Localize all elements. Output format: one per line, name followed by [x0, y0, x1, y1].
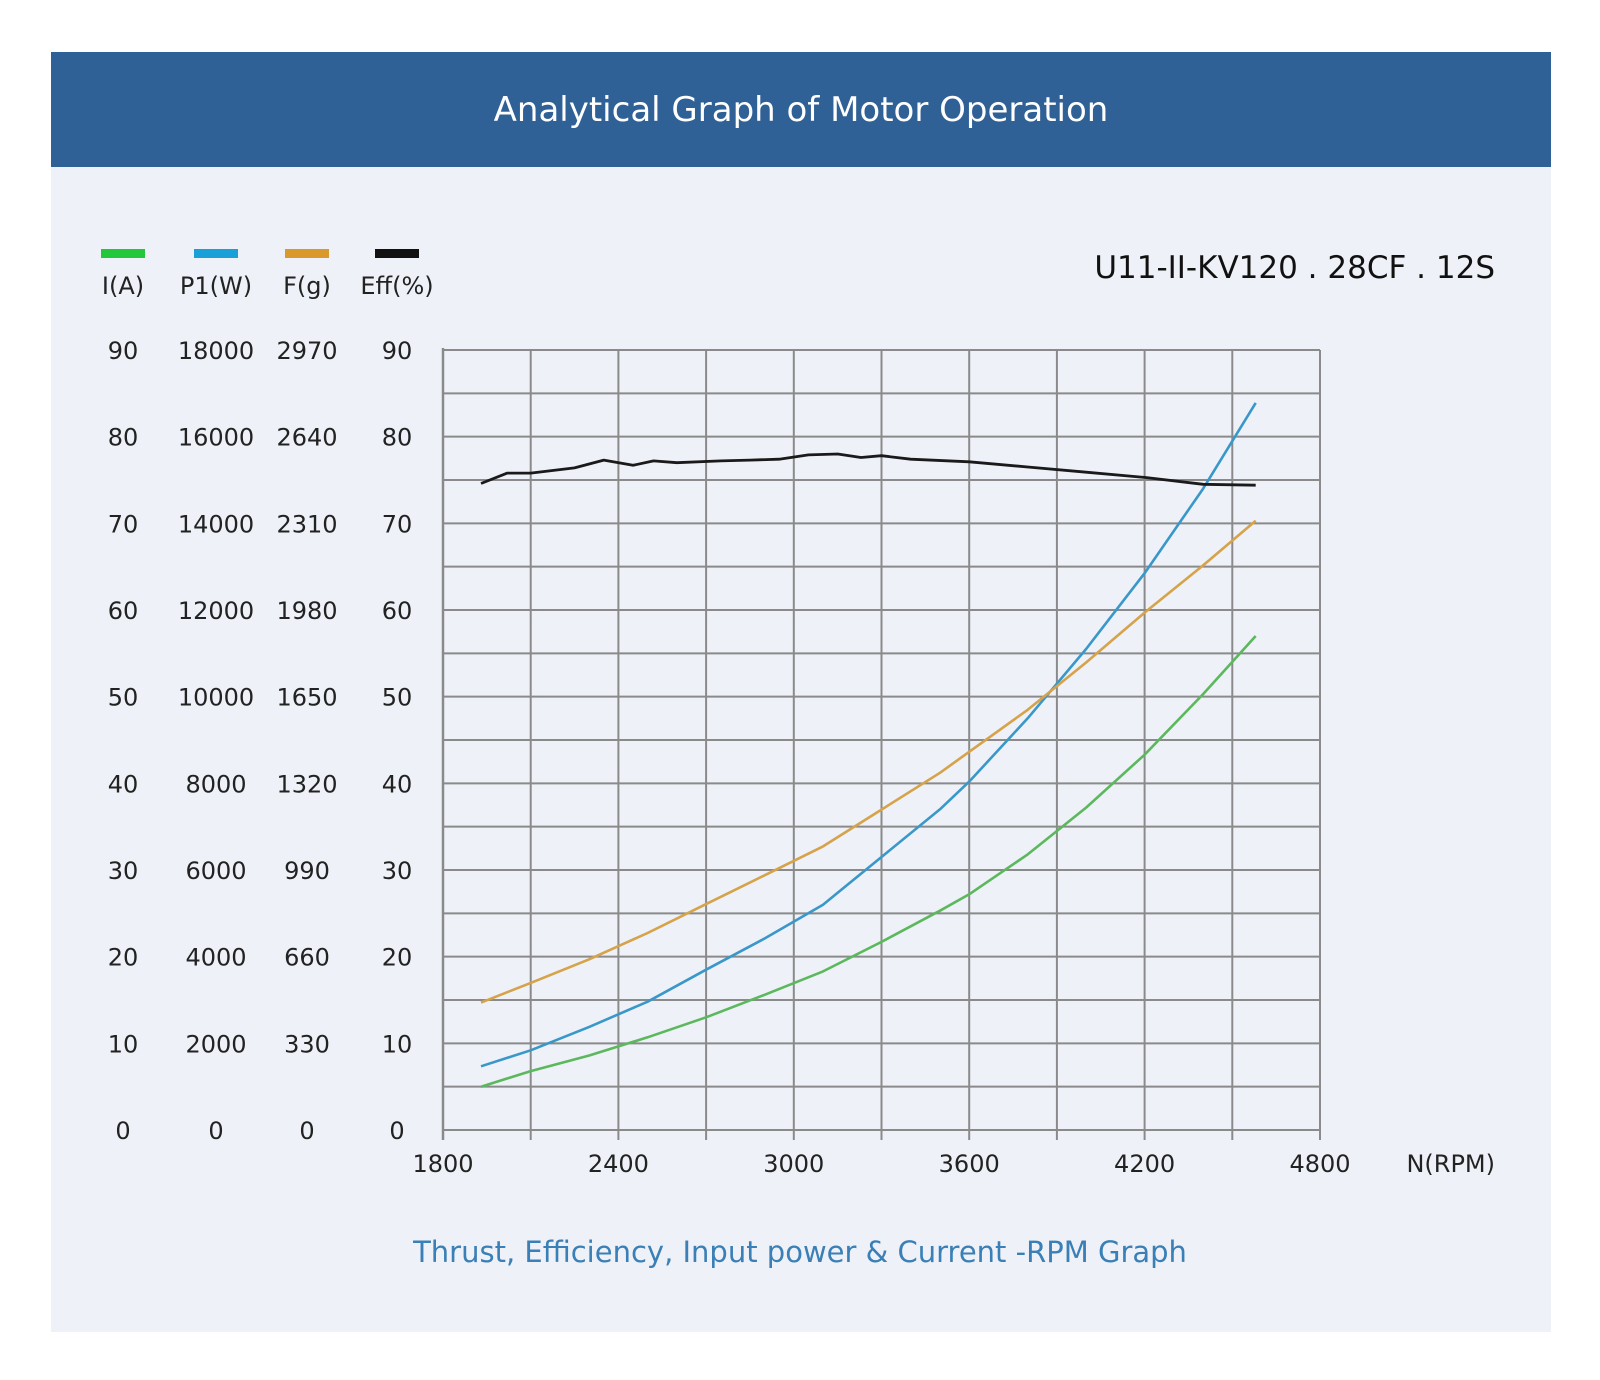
y-tick-label: 60 — [382, 597, 413, 625]
y-tick-label: 40 — [108, 770, 139, 798]
series-line — [480, 519, 1257, 1004]
page-title: Analytical Graph of Motor Operation — [51, 52, 1551, 167]
y-tick-label: 40 — [382, 770, 413, 798]
legend-swatch — [101, 249, 145, 258]
y-tick-label: 2970 — [276, 337, 337, 365]
y-tick-label: 14000 — [178, 510, 254, 538]
y-tick-label: 10 — [382, 1030, 413, 1058]
grid — [441, 348, 1321, 1140]
y-tick-label: 2310 — [276, 510, 337, 538]
chart-panel — [51, 52, 1551, 1332]
legend-label: I(A) — [102, 272, 144, 300]
y-tick-label: 660 — [284, 944, 330, 972]
x-tick-label: 4800 — [1289, 1150, 1350, 1178]
y-tick-label: 1980 — [276, 597, 337, 625]
y-tick-label: 6000 — [185, 857, 246, 885]
y-tick-label: 60 — [108, 597, 139, 625]
y-tick-label: 2000 — [185, 1030, 246, 1058]
y-tick-label: 2640 — [276, 424, 337, 452]
y-tick-label: 12000 — [178, 597, 254, 625]
x-tick-label: 2400 — [588, 1150, 649, 1178]
legend-swatch — [375, 249, 419, 258]
y-tick-label: 70 — [108, 510, 139, 538]
x-tick-label: 3600 — [939, 1150, 1000, 1178]
x-tick-label: 4200 — [1114, 1150, 1175, 1178]
y-tick-label: 10 — [108, 1030, 139, 1058]
y-tick-label: 8000 — [185, 770, 246, 798]
y-tick-label: 80 — [382, 424, 413, 452]
y-tick-label: 0 — [208, 1117, 223, 1145]
legend-swatch — [285, 249, 329, 258]
y-tick-label: 0 — [299, 1117, 314, 1145]
y-tick-label: 50 — [382, 684, 413, 712]
y-tick-label: 10000 — [178, 684, 254, 712]
y-tick-label: 80 — [108, 424, 139, 452]
y-tick-label: 20 — [382, 944, 413, 972]
series-layer — [480, 402, 1257, 1088]
y-tick-label: 20 — [108, 944, 139, 972]
legend: I(A) P1(W) F(g) Eff(%) — [101, 249, 434, 300]
x-tick-label: 3000 — [763, 1150, 824, 1178]
legend-label: P1(W) — [180, 272, 252, 300]
series-line — [480, 452, 1256, 487]
legend-label: Eff(%) — [360, 272, 433, 300]
legend-swatch — [194, 249, 238, 258]
y-tick-label: 0 — [115, 1117, 130, 1145]
y-tick-label: 1650 — [276, 684, 337, 712]
y-tick-label: 0 — [389, 1117, 404, 1145]
x-tick-label: 1800 — [412, 1150, 473, 1178]
legend-label: F(g) — [283, 272, 331, 300]
series-line — [480, 635, 1257, 1088]
y-tick-label: 90 — [108, 337, 139, 365]
series-line — [480, 402, 1257, 1068]
axes: 1800 2400 3000 3600 4200 4800 N(RPM)9080706050… — [108, 337, 1495, 1178]
y-tick-label: 50 — [108, 684, 139, 712]
y-tick-label: 30 — [108, 857, 139, 885]
y-tick-label: 1320 — [276, 770, 337, 798]
y-tick-label: 16000 — [178, 424, 254, 452]
y-tick-label: 18000 — [178, 337, 254, 365]
y-tick-label: 4000 — [185, 944, 246, 972]
y-tick-label: 30 — [382, 857, 413, 885]
y-tick-label: 330 — [284, 1030, 330, 1058]
y-tick-label: 70 — [382, 510, 413, 538]
x-axis-label: N(RPM) — [1406, 1150, 1495, 1178]
chart-caption: Thrust, Efficiency, Input power & Curren… — [412, 1235, 1187, 1269]
model-label: U11-II-KV120 . 28CF . 12S — [1094, 250, 1495, 286]
y-tick-label: 990 — [284, 857, 330, 885]
y-tick-label: 90 — [382, 337, 413, 365]
